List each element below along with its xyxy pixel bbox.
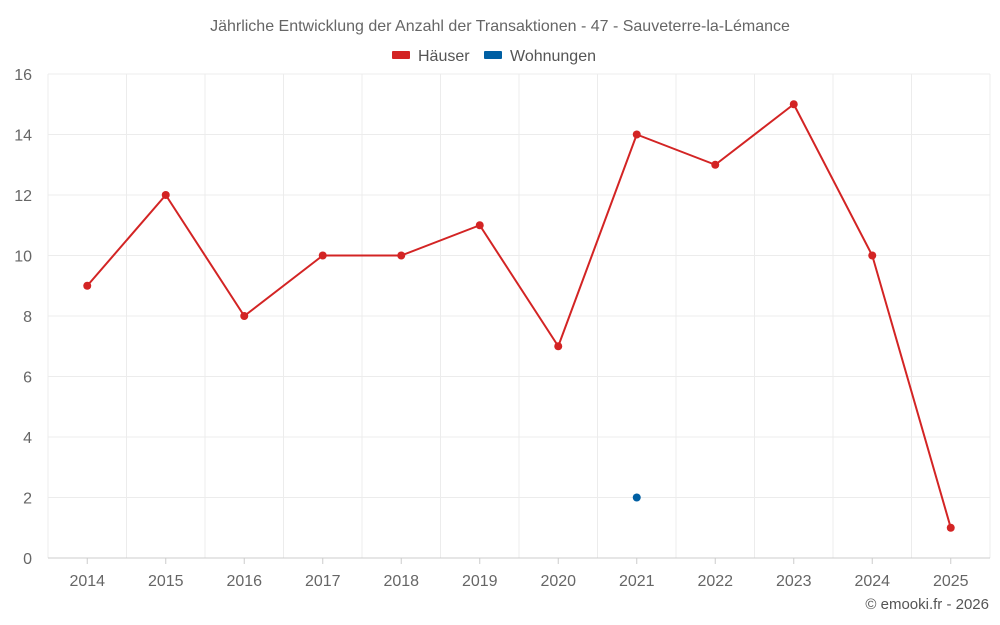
grid [47, 73, 991, 558]
data-point [789, 100, 798, 109]
y-tick-label: 4 [23, 430, 32, 447]
x-tick-label: 2016 [226, 573, 262, 590]
data-point [318, 251, 327, 260]
data-point [240, 312, 249, 320]
y-tick-label: 14 [14, 128, 32, 145]
y-tick-label: 16 [14, 67, 32, 84]
legend: Häuser Wohnungen [392, 48, 596, 65]
data-point [711, 160, 720, 169]
legend-label-wohnungen[interactable]: Wohnungen [510, 48, 596, 65]
x-tick-label: 2014 [69, 573, 105, 590]
x-tick-label: 2018 [383, 573, 419, 590]
data-point [397, 251, 406, 260]
y-tick-label: 12 [14, 188, 32, 205]
legend-swatch-hauser [392, 51, 410, 59]
data-point [632, 493, 641, 502]
y-tick-label: 2 [23, 491, 32, 508]
data-point [161, 191, 170, 199]
data-point [868, 251, 877, 260]
credit-text: © emooki.fr - 2026 [865, 596, 989, 613]
x-tick-label: 2023 [776, 573, 812, 590]
y-tick-label: 10 [14, 249, 32, 266]
y-tick-label: 6 [23, 370, 32, 387]
legend-label-hauser[interactable]: Häuser [418, 48, 470, 65]
series-line-0 [86, 103, 952, 529]
x-tick-label: 2022 [697, 573, 733, 590]
x-tick-label: 2020 [540, 573, 576, 590]
data-point [632, 130, 641, 139]
legend-swatch-wohnungen [484, 51, 502, 59]
data-point [554, 342, 563, 351]
x-tick-label: 2021 [619, 573, 655, 590]
series [83, 100, 955, 532]
x-tick-label: 2015 [148, 573, 184, 590]
y-tick-label: 0 [23, 551, 32, 568]
x-tick-label: 2025 [933, 573, 969, 590]
x-tick-label: 2017 [305, 573, 341, 590]
chart-title: Jährliche Entwicklung der Anzahl der Tra… [210, 18, 790, 35]
data-point [946, 523, 955, 532]
data-point [475, 221, 484, 230]
x-tick-label: 2024 [854, 573, 890, 590]
y-tick-label: 8 [23, 309, 32, 326]
data-point [83, 281, 92, 290]
x-tick-label: 2019 [462, 573, 498, 590]
axes: 0 2 4 6 8 10 12 14 16 2014 2015 2016 2017 2018 2019 202… [14, 67, 990, 590]
